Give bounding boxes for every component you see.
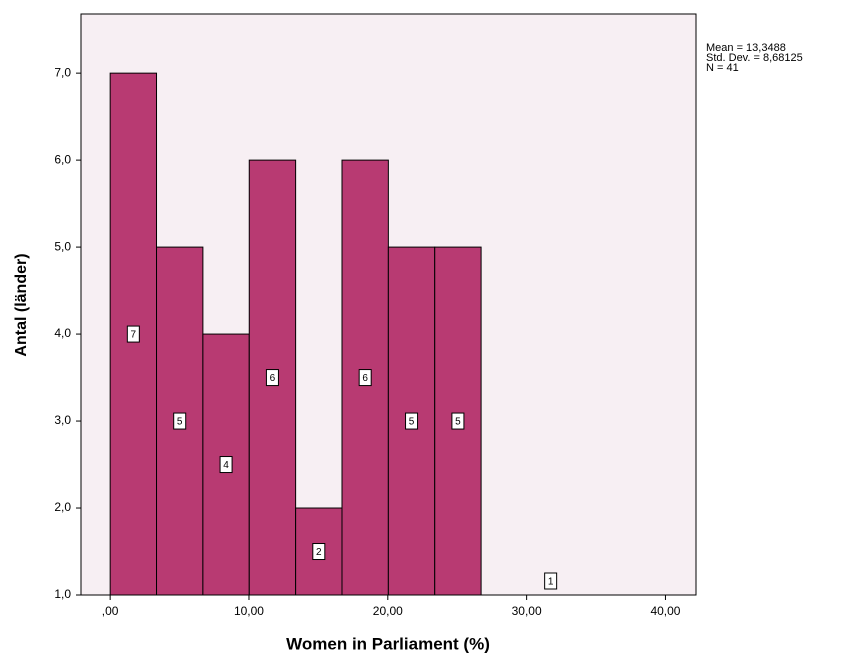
value-label-box — [312, 543, 326, 561]
y-tick-label: 6,0 — [54, 152, 71, 166]
value-label-box — [405, 412, 419, 430]
value-label-box — [173, 412, 187, 430]
y-tick-label: 1,0 — [54, 587, 71, 601]
value-label: 7 — [131, 330, 137, 341]
value-label: 6 — [270, 373, 276, 384]
value-label: 5 — [455, 417, 461, 428]
x-tick-label: 30,00 — [512, 604, 542, 618]
value-label: 6 — [362, 373, 368, 384]
value-label: 4 — [223, 460, 229, 471]
value-label-box — [126, 325, 140, 343]
value-label-box — [219, 456, 233, 474]
x-tick-label: 40,00 — [650, 604, 680, 618]
plot-frame — [80, 13, 697, 596]
x-tick-label: ,00 — [102, 604, 119, 618]
y-tick-label: 2,0 — [54, 500, 71, 514]
value-label-box — [265, 369, 279, 387]
value-label: 5 — [409, 417, 415, 428]
y-tick-label: 3,0 — [54, 413, 71, 427]
y-tick-label: 7,0 — [54, 65, 71, 79]
stats-annotation: N = 41 — [706, 62, 739, 74]
y-axis-label: Antal (länder) — [13, 253, 30, 356]
value-label-box — [358, 369, 372, 387]
value-label: 1 — [548, 577, 554, 588]
stats-annotation: Mean = 13,3488 — [706, 42, 786, 54]
stats-annotation: Std. Dev. = 8,68125 — [706, 52, 803, 64]
x-tick-label: 10,00 — [234, 604, 264, 618]
y-tick-label: 5,0 — [54, 239, 71, 253]
value-label: 2 — [316, 547, 322, 558]
value-label: 5 — [177, 417, 183, 428]
x-tick-label: 20,00 — [373, 604, 403, 618]
value-label-box — [544, 572, 558, 590]
value-label-box — [451, 412, 465, 430]
x-axis-label: Women in Parliament (%) — [286, 634, 490, 653]
bar — [248, 159, 297, 596]
y-tick-label: 4,0 — [54, 326, 71, 340]
